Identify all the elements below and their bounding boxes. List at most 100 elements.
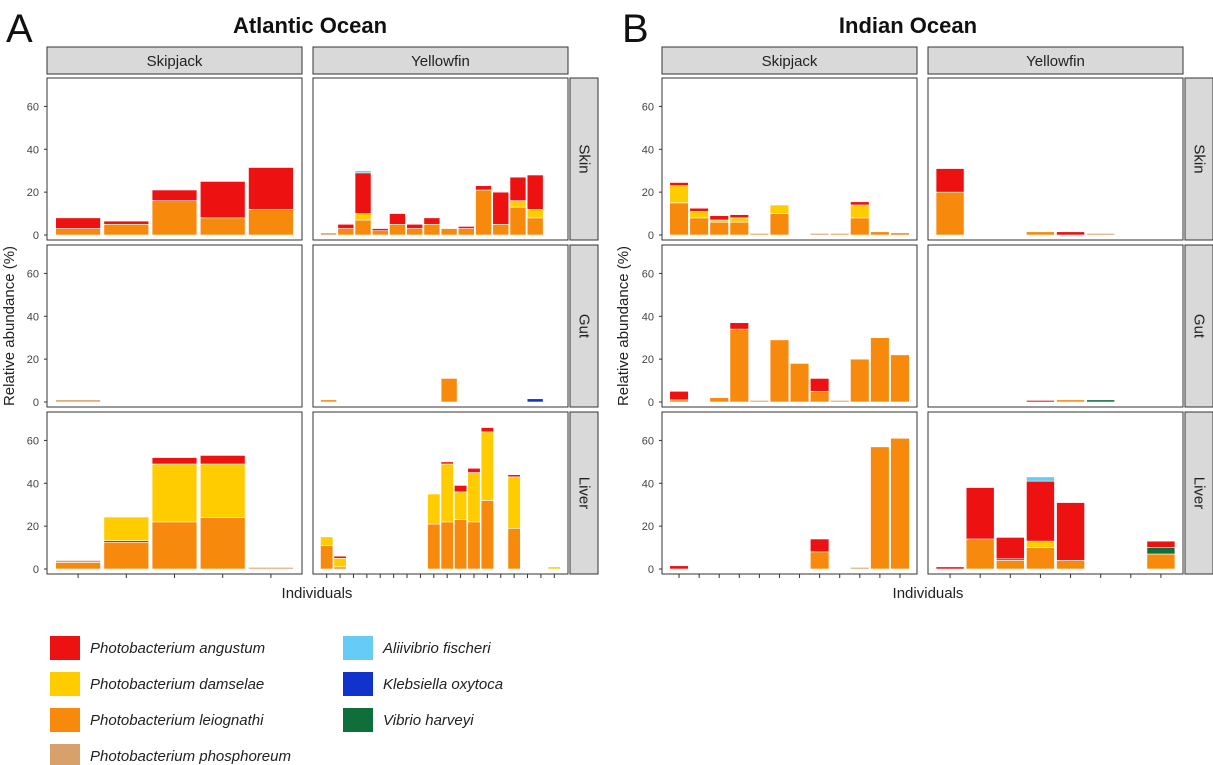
bar-segment-photobacterium-angustum [509, 176, 527, 202]
chart-indian-ocean: Skipjack Yellowfin Skin 0 20 40 60 Gut 0 20 40 60 Li… [615, 46, 1213, 602]
y-tick-label: 40 [642, 478, 654, 490]
row-strip-label: Liver [1191, 477, 1208, 510]
bar-segment-photobacterium-leiognathi [890, 437, 910, 570]
bar-segment-photobacterium-leiognathi [729, 221, 749, 236]
chart-title-atlantic: Atlantic Ocean [233, 13, 387, 38]
facet-skipjack-liver [46, 411, 303, 578]
legend: Photobacterium angustum Photobacterium da… [50, 636, 503, 765]
y-tick-label: 0 [33, 230, 39, 242]
bar-segment-photobacterium-leiognathi [337, 228, 355, 236]
y-tick-label: 40 [27, 144, 39, 156]
panel-letter-a: A [6, 7, 33, 51]
bar-segment-photobacterium-leiognathi [440, 378, 458, 403]
facet-skipjack-skin [661, 77, 918, 241]
bar-segment-photobacterium-leiognathi [669, 399, 689, 403]
bar-segment-photobacterium-damselae [669, 185, 689, 204]
bar-segment-photobacterium-angustum [1026, 400, 1055, 403]
bar-segment-photobacterium-phosphoreum [850, 567, 870, 570]
bar-segment-photobacterium-leiognathi [870, 231, 890, 236]
row-strip-label: Liver [576, 477, 593, 510]
column-strip-label: Yellowfin [1026, 53, 1085, 70]
y-tick-label: 60 [642, 101, 654, 113]
bar-segment-photobacterium-leiognathi [55, 228, 101, 236]
bar-segment-photobacterium-leiognathi [769, 213, 790, 236]
bar-segment-photobacterium-leiognathi [492, 223, 510, 236]
bar-segment-photobacterium-damselae [103, 516, 150, 541]
bar-segment-photobacterium-damselae [333, 557, 347, 568]
bar-segment-photobacterium-damselae [689, 211, 709, 219]
bar-segment-photobacterium-angustum [406, 223, 423, 229]
bar-segment-photobacterium-angustum [809, 538, 830, 553]
facet-yellowfin-gut [312, 244, 569, 408]
legend-item-photobacterium-leiognathi: Photobacterium leiognathi [50, 708, 264, 732]
bar-segment-photobacterium-angustum [507, 474, 521, 478]
bar-segment-photobacterium-angustum [669, 565, 689, 570]
y-tick-label: 0 [648, 397, 654, 409]
bar-segment-photobacterium-leiognathi [890, 354, 910, 403]
y-tick-label: 20 [642, 187, 654, 199]
bar-segment-photobacterium-leiognathi [371, 230, 389, 236]
legend-swatch [343, 708, 373, 732]
legend-label: Photobacterium angustum [90, 640, 265, 657]
column-strip [312, 46, 569, 75]
bar-segment-photobacterium-leiognathi [320, 399, 337, 403]
bar-segment-photobacterium-damselae [709, 219, 729, 223]
bar-segment-photobacterium-leiognathi [103, 223, 150, 236]
bar-segment-photobacterium-angustum [151, 189, 198, 202]
bar-segment-photobacterium-angustum [809, 378, 830, 392]
facet-yellowfin-skin [927, 77, 1184, 241]
bar-segment-photobacterium-leiognathi [475, 189, 492, 236]
bar-segment-photobacterium-leiognathi [440, 521, 454, 570]
bar-segment-photobacterium-angustum [689, 207, 709, 212]
bar-segment-photobacterium-leiognathi [935, 191, 965, 236]
bar-segment-photobacterium-phosphoreum [809, 233, 830, 236]
bar-segment-photobacterium-phosphoreum [830, 233, 850, 236]
bar-segment-photobacterium-phosphoreum [248, 567, 294, 570]
bar-segment-photobacterium-angustum [996, 537, 1025, 560]
bar-segment-photobacterium-leiognathi [389, 223, 406, 236]
bar-segment-photobacterium-leiognathi [1056, 560, 1085, 570]
bar-segment-photobacterium-damselae [769, 204, 790, 214]
facet-panel [312, 244, 569, 408]
bar-segment-photobacterium-damselae [547, 566, 561, 570]
bar-segment-photobacterium-damselae [526, 208, 544, 219]
y-tick-label: 60 [27, 435, 39, 447]
bar-segment-photobacterium-angustum [480, 427, 494, 433]
bar-segment-photobacterium-leiognathi [354, 219, 372, 236]
column-strip-label: Skipjack [147, 53, 203, 70]
bar-segment-photobacterium-phosphoreum [320, 232, 337, 236]
row-strip [1184, 411, 1213, 575]
bar-segment-photobacterium-damselae [507, 476, 521, 529]
bar-segment-vibrio-harveyi [1086, 399, 1115, 403]
bar-segment-photobacterium-angustum [199, 181, 246, 219]
bar-segment-photobacterium-angustum [965, 487, 995, 540]
bar-segment-photobacterium-leiognathi [199, 517, 246, 570]
bar-segment-photobacterium-angustum [850, 201, 870, 206]
bar-segment-photobacterium-angustum [729, 214, 749, 219]
y-tick-label: 40 [642, 311, 654, 323]
bar-segment-photobacterium-leiognathi [526, 217, 544, 236]
bar-segment-photobacterium-leiognathi [809, 390, 830, 403]
legend-item-photobacterium-phosphoreum: Photobacterium phosphoreum [50, 744, 291, 765]
column-strip-label: Yellowfin [411, 53, 470, 70]
y-tick-label: 0 [648, 230, 654, 242]
bar-segment-photobacterium-angustum [199, 455, 246, 465]
legend-label: Photobacterium leiognathi [90, 712, 264, 729]
bar-segment-photobacterium-leiognathi [850, 358, 870, 403]
bar-segment-photobacterium-leiognathi [850, 217, 870, 236]
legend-label: Photobacterium phosphoreum [90, 748, 291, 765]
bar-segment-photobacterium-leiognathi [870, 446, 890, 570]
facet-yellowfin-liver [312, 411, 569, 578]
bar-segment-photobacterium-angustum [1056, 502, 1085, 561]
facet-yellowfin-liver [927, 411, 1184, 578]
legend-item-aliivibrio-fischeri: Aliivibrio fischeri [343, 636, 491, 660]
row-strip-label: Skin [576, 144, 593, 173]
bar-segment-photobacterium-damselae [509, 200, 527, 208]
bar-segment-photobacterium-leiognathi [199, 217, 246, 236]
legend-label: Klebsiella oxytoca [383, 676, 503, 693]
bar-segment-photobacterium-phosphoreum [749, 233, 770, 236]
legend-swatch [50, 672, 80, 696]
bar-segment-photobacterium-damselae [467, 472, 481, 523]
bar-segment-photobacterium-leiognathi [507, 527, 521, 570]
bar-segment-photobacterium-leiognathi [333, 566, 347, 570]
